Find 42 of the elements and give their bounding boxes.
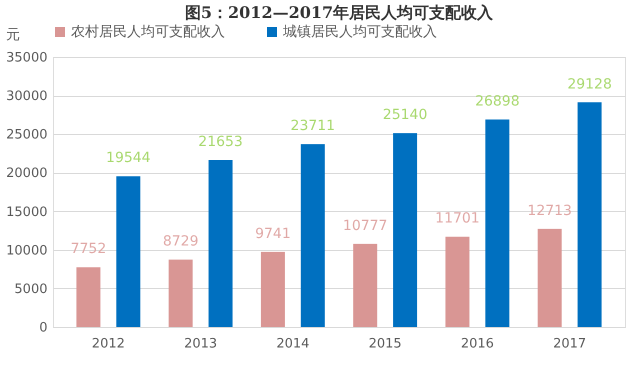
data-label: 29128: [567, 76, 612, 92]
y-tick-label: 35000: [6, 50, 48, 66]
data-label: 8729: [162, 234, 198, 250]
x-tick-label: 2017: [553, 336, 586, 352]
bar: [168, 260, 193, 327]
legend-label: 农村居民人均可支配收入: [71, 24, 225, 40]
bar: [578, 102, 602, 327]
y-tick-label: 30000: [6, 89, 48, 104]
bar: [538, 228, 562, 327]
x-tick-label: 2014: [276, 336, 310, 352]
bar: [300, 144, 325, 327]
x-tick-label: 2013: [184, 336, 218, 352]
bar: [485, 120, 510, 327]
bar: [208, 160, 233, 327]
x-tick-label: 2012: [92, 336, 125, 352]
data-label: 11701: [435, 210, 480, 227]
y-axis-title: 元: [6, 27, 20, 43]
bar: [445, 236, 470, 327]
data-label: 19544: [106, 150, 151, 166]
legend-label: 城镇居民人均可支配收入: [282, 24, 437, 40]
y-tick-label: 20000: [6, 166, 48, 182]
bar: [393, 133, 418, 327]
data-label: 21653: [198, 134, 243, 150]
y-tick-label: 25000: [6, 128, 48, 143]
bar: [116, 176, 140, 327]
bar: [353, 244, 378, 327]
y-tick-label: 10000: [6, 243, 48, 258]
data-label: 7752: [70, 241, 106, 258]
y-tick-label: 15000: [6, 204, 48, 220]
data-label: 26898: [475, 94, 520, 110]
x-tick-label: 2016: [460, 336, 494, 352]
data-label: 12713: [527, 202, 572, 219]
data-label: 25140: [382, 107, 428, 124]
y-tick-label: 0: [39, 320, 48, 336]
data-label: 10777: [342, 218, 388, 234]
bar: [260, 252, 285, 327]
data-label: 23711: [290, 118, 336, 134]
x-tick-label: 2015: [368, 336, 402, 352]
bar: [76, 267, 100, 327]
y-tick-label: 5000: [14, 282, 48, 297]
data-label: 9741: [255, 226, 291, 242]
chart-title: 图5：2012—2017年居民人均可支配收入: [184, 3, 494, 22]
